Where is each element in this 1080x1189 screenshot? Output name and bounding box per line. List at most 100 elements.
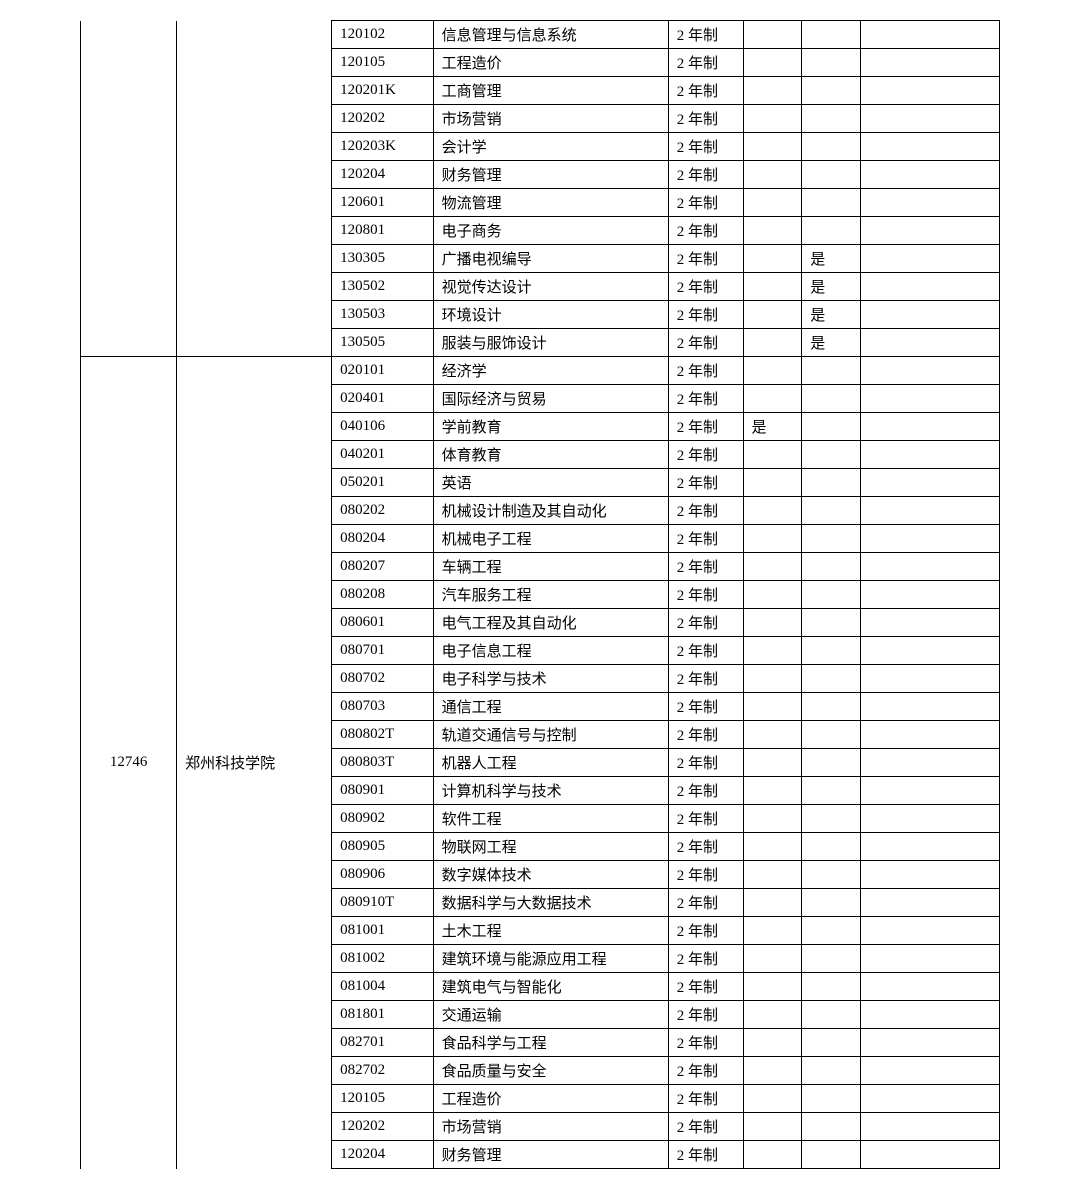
flag2-cell [802,1113,861,1141]
duration-cell: 2 年制 [668,105,743,133]
remark-cell [861,889,1000,917]
major-name-cell: 建筑环境与能源应用工程 [433,945,668,973]
duration-cell: 2 年制 [668,497,743,525]
major-name-cell: 市场营销 [433,1113,668,1141]
major-code-cell: 120201K [332,77,434,105]
flag1-cell: 是 [743,413,802,441]
remark-cell [861,1029,1000,1057]
flag1-cell [743,777,802,805]
major-code-cell: 081004 [332,973,434,1001]
duration-cell: 2 年制 [668,553,743,581]
duration-cell: 2 年制 [668,21,743,49]
major-name-cell: 经济学 [433,357,668,385]
major-name-cell: 计算机科学与技术 [433,777,668,805]
flag1-cell [743,49,802,77]
remark-cell [861,357,1000,385]
major-name-cell: 土木工程 [433,917,668,945]
duration-cell: 2 年制 [668,805,743,833]
major-name-cell: 电子科学与技术 [433,665,668,693]
duration-cell: 2 年制 [668,889,743,917]
flag1-cell [743,525,802,553]
major-name-cell: 体育教育 [433,441,668,469]
remark-cell [861,1113,1000,1141]
flag2-cell [802,49,861,77]
major-name-cell: 汽车服务工程 [433,581,668,609]
remark-cell [861,105,1000,133]
remark-cell [861,721,1000,749]
flag2-cell [802,441,861,469]
major-code-cell: 081001 [332,917,434,945]
major-code-cell: 081002 [332,945,434,973]
flag2-cell: 是 [802,245,861,273]
duration-cell: 2 年制 [668,161,743,189]
flag2-cell [802,777,861,805]
remark-cell [861,777,1000,805]
duration-cell: 2 年制 [668,133,743,161]
duration-cell: 2 年制 [668,525,743,553]
major-code-cell: 080906 [332,861,434,889]
major-name-cell: 市场营销 [433,105,668,133]
major-code-cell: 040201 [332,441,434,469]
duration-cell: 2 年制 [668,1057,743,1085]
major-name-cell: 财务管理 [433,161,668,189]
flag1-cell [743,273,802,301]
major-code-cell: 080204 [332,525,434,553]
duration-cell: 2 年制 [668,357,743,385]
remark-cell [861,973,1000,1001]
remark-cell [861,1141,1000,1169]
major-name-cell: 软件工程 [433,805,668,833]
duration-cell: 2 年制 [668,245,743,273]
major-code-cell: 020101 [332,357,434,385]
flag2-cell [802,749,861,777]
major-name-cell: 机器人工程 [433,749,668,777]
flag2-cell [802,1141,861,1169]
major-name-cell: 数据科学与大数据技术 [433,889,668,917]
remark-cell [861,525,1000,553]
flag1-cell [743,301,802,329]
flag1-cell [743,665,802,693]
major-code-cell: 120202 [332,105,434,133]
major-code-cell: 080202 [332,497,434,525]
remark-cell [861,581,1000,609]
remark-cell [861,749,1000,777]
major-code-cell: 081801 [332,1001,434,1029]
major-code-cell: 120801 [332,217,434,245]
major-code-cell: 080902 [332,805,434,833]
flag2-cell [802,1001,861,1029]
flag1-cell [743,945,802,973]
duration-cell: 2 年制 [668,1141,743,1169]
major-code-cell: 080702 [332,665,434,693]
flag2-cell [802,217,861,245]
remark-cell [861,945,1000,973]
flag1-cell [743,77,802,105]
flag1-cell [743,245,802,273]
flag2-cell [802,721,861,749]
major-name-cell: 信息管理与信息系统 [433,21,668,49]
flag1-cell [743,637,802,665]
flag2-cell [802,357,861,385]
remark-cell [861,917,1000,945]
major-code-cell: 120204 [332,1141,434,1169]
duration-cell: 2 年制 [668,581,743,609]
flag1-cell [743,1085,802,1113]
major-code-cell: 120202 [332,1113,434,1141]
remark-cell [861,497,1000,525]
flag1-cell [743,1057,802,1085]
major-code-cell: 080905 [332,833,434,861]
flag2-cell [802,1057,861,1085]
flag1-cell [743,1029,802,1057]
flag1-cell [743,469,802,497]
remark-cell [861,693,1000,721]
flag1-cell [743,497,802,525]
duration-cell: 2 年制 [668,861,743,889]
major-code-cell: 080703 [332,693,434,721]
flag2-cell [802,525,861,553]
flag2-cell [802,693,861,721]
major-code-cell: 080207 [332,553,434,581]
flag2-cell: 是 [802,329,861,357]
flag1-cell [743,329,802,357]
remark-cell [861,77,1000,105]
remark-cell [861,161,1000,189]
major-code-cell: 120102 [332,21,434,49]
flag1-cell [743,189,802,217]
